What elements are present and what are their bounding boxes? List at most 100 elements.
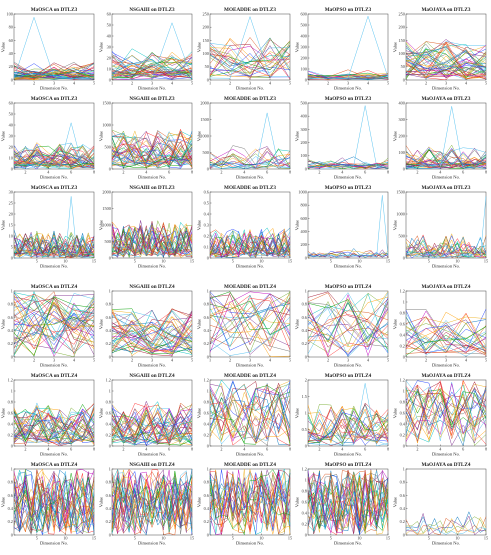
series-group [405, 308, 487, 357]
y-tick-label: 0.2 [106, 519, 111, 524]
y-tick-label: 100 [301, 66, 307, 71]
series-line [13, 234, 95, 257]
x-tick-label: 2 [229, 81, 231, 86]
x-axis-label: Dimension No. [236, 175, 264, 180]
series-line [111, 308, 193, 356]
series-line [209, 234, 291, 256]
series-line [111, 313, 193, 347]
series-line [209, 380, 291, 444]
series-group [405, 511, 487, 536]
series-line [111, 51, 193, 78]
x-axis-label: Dimension No. [138, 452, 166, 457]
y-axis-label: Value [197, 319, 202, 329]
series-line [111, 404, 193, 447]
series-line [111, 325, 193, 354]
series-line [405, 339, 487, 356]
series-group [13, 196, 95, 259]
x-tick-label: 6 [462, 170, 464, 175]
series-line [209, 469, 291, 534]
y-tick-label: 1 [207, 288, 209, 293]
y-tick-label: 40 [9, 51, 13, 56]
x-tick-label: 4 [73, 81, 76, 86]
y-axis-label: Value [295, 319, 300, 329]
y-tick-label: 0.4 [106, 506, 112, 511]
x-tick-label: 5 [93, 358, 95, 363]
series-line [111, 476, 193, 529]
series-line [405, 235, 487, 257]
y-tick-label: 100 [399, 51, 405, 56]
y-tick-label: 0.6 [8, 493, 13, 498]
y-tick-label: 0 [11, 255, 13, 260]
y-tick-label: 20 [9, 211, 13, 216]
series-line [13, 230, 95, 259]
outlier-line [307, 195, 389, 258]
y-tick-label: 0 [207, 166, 209, 171]
panel-title: MaOJAYA on DTLZ4 [422, 373, 471, 379]
series-line [405, 40, 487, 79]
panel-title: MaOJAYA on DTLZ4 [422, 462, 471, 468]
series-line [13, 469, 95, 521]
panel-title: MaOJAYA on DTLZ3 [422, 96, 471, 102]
x-tick-label: 15 [484, 259, 488, 264]
outlier-line [209, 112, 291, 169]
series-line [209, 291, 291, 353]
series-line [13, 418, 95, 443]
series-line [307, 477, 389, 533]
series-line [307, 404, 389, 445]
series-line [13, 154, 95, 168]
x-tick-label: 5 [93, 81, 95, 86]
series-line [307, 408, 389, 444]
x-tick-label: 2 [416, 447, 418, 452]
y-tick-label: 0.2 [8, 432, 13, 437]
y-tick-label: 400 [301, 114, 307, 119]
series-line [13, 295, 95, 358]
series-line [209, 379, 291, 429]
x-tick-label: 10 [357, 259, 361, 264]
y-tick-label: 60 [9, 38, 13, 43]
x-tick-label: 5 [428, 259, 430, 264]
y-tick-label: 250 [399, 11, 405, 16]
outlier-line [13, 16, 95, 79]
series-line [405, 50, 487, 76]
y-tick-label: 0 [109, 443, 111, 448]
series-line [405, 65, 487, 79]
series-line [111, 319, 193, 355]
plot-area [405, 468, 487, 536]
x-axis-label: Dimension No. [334, 363, 362, 368]
x-axis-label: Dimension No. [138, 264, 166, 269]
x-axis-label: Dimension No. [138, 363, 166, 368]
x-tick-label: 8 [485, 170, 487, 175]
series-line [13, 304, 95, 355]
x-tick-label: 8 [485, 447, 487, 452]
x-tick-label: 3 [53, 358, 55, 363]
series-line [13, 409, 95, 434]
x-tick-label: 4 [145, 170, 148, 175]
series-line [13, 409, 95, 445]
series-line [111, 419, 193, 440]
x-tick-label: 4 [465, 358, 468, 363]
x-tick-label: 5 [134, 259, 136, 264]
series-line [405, 41, 487, 79]
y-axis-label: Value [197, 42, 202, 52]
series-line [209, 301, 291, 357]
y-tick-label: 0.2 [400, 432, 405, 437]
y-tick-label: 200 [301, 55, 307, 60]
y-tick-label: 0.6 [302, 499, 307, 504]
series-line [209, 391, 291, 445]
series-line [405, 325, 487, 355]
series-line [13, 410, 95, 435]
x-tick-label: 10 [455, 536, 459, 541]
series-line [405, 380, 487, 419]
series-line [209, 148, 291, 168]
y-tick-label: 0.2 [106, 432, 111, 437]
x-tick-label: 5 [428, 536, 430, 541]
y-tick-label: 1000 [396, 211, 404, 216]
series-line [209, 46, 291, 75]
chart-panel: MaOPSO on DTLZ4 0 0.5 1 1.5 2 2 4 6 8 Dimension No… [295, 373, 390, 457]
series-line [405, 41, 487, 75]
x-tick-label: 1 [13, 358, 15, 363]
y-tick-label: 1 [11, 466, 13, 471]
y-tick-label: 0 [305, 532, 307, 537]
series-line [307, 308, 389, 348]
